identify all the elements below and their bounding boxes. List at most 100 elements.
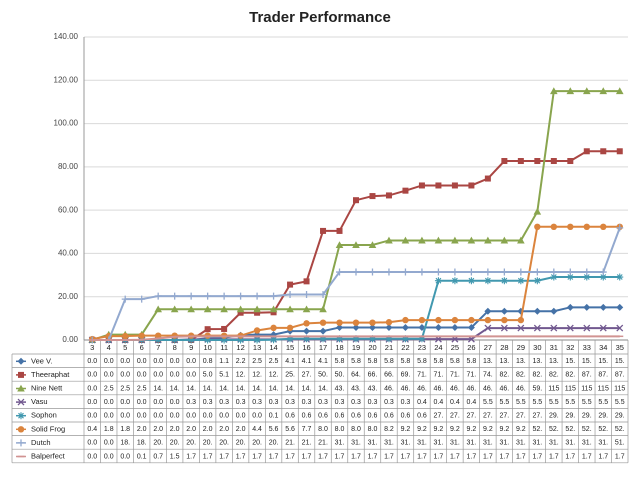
table-cell: 31. (532, 440, 542, 447)
x-tick-label: 19 (352, 343, 360, 352)
marker (319, 335, 327, 343)
table-cell: 46. (434, 385, 444, 392)
table-cell: 0.3 (219, 399, 229, 406)
series (88, 335, 624, 341)
table-cell: 0.0 (170, 413, 180, 420)
marker (401, 323, 409, 331)
marker (121, 295, 129, 303)
table-cell: 0.0 (87, 385, 97, 392)
table-cell: 1.7 (219, 453, 229, 460)
table-cell: 1.5 (170, 453, 180, 460)
table-cell: 31. (384, 440, 394, 447)
marker (270, 336, 278, 344)
table-cell: 13. (499, 358, 509, 365)
marker (599, 303, 607, 311)
marker (616, 148, 623, 155)
marker (582, 87, 591, 95)
table-cell: 0.6 (351, 413, 361, 420)
marker (303, 291, 311, 299)
table-cell: 4.4 (252, 426, 262, 433)
marker (451, 182, 458, 189)
marker (385, 192, 392, 199)
marker (517, 268, 525, 276)
table-cell: 0.0 (137, 399, 147, 406)
marker (484, 175, 491, 182)
table-cell: 1.7 (269, 453, 279, 460)
table-cell: 4.1 (318, 358, 328, 365)
table-cell: 20. (236, 440, 246, 447)
table-cell: 0.0 (186, 358, 196, 365)
table-cell: 0.3 (203, 399, 213, 406)
table-cell: 59. (532, 385, 542, 392)
table-cell: 87. (582, 372, 592, 379)
marker (517, 158, 524, 165)
marker (336, 268, 344, 276)
table-cell: 0.6 (368, 413, 378, 420)
table-cell: 115 (598, 385, 609, 392)
table-cell: 0.0 (104, 399, 114, 406)
table-cell: 2.0 (170, 426, 180, 433)
marker (17, 384, 25, 392)
x-tick-label: 28 (500, 343, 508, 352)
table-cell: 43. (368, 385, 378, 392)
marker (533, 277, 541, 285)
table-cell: 5.5 (516, 399, 526, 406)
marker (467, 268, 475, 276)
table-cell: 29. (549, 413, 559, 420)
table-cell: 31. (401, 440, 411, 447)
y-tick-label: 20.00 (58, 292, 79, 301)
table-cell: 1.7 (483, 453, 493, 460)
marker (434, 268, 442, 276)
x-tick-label: 29 (517, 343, 525, 352)
table-cell: 0.3 (269, 399, 279, 406)
marker (368, 335, 376, 343)
x-tick-label: 24 (434, 343, 442, 352)
marker (187, 336, 195, 344)
marker (467, 277, 475, 285)
table-cell: 0.0 (120, 372, 130, 379)
table-cell: 71. (450, 372, 460, 379)
marker (237, 309, 244, 316)
table-cell: 14. (252, 385, 262, 392)
table-cell: 46. (417, 385, 427, 392)
table-cell: 9.2 (417, 426, 427, 433)
marker (319, 291, 327, 299)
table-cell: 1.7 (516, 453, 526, 460)
table-cell: 31. (351, 440, 361, 447)
marker (451, 323, 459, 331)
table-cell: 15. (615, 358, 625, 365)
table-cell: 115 (614, 385, 625, 392)
table-cell: 31. (368, 440, 378, 447)
table-cell: 5.5 (615, 399, 625, 406)
table-cell: 0.0 (203, 413, 213, 420)
marker (484, 236, 492, 244)
x-tick-label: 23 (418, 343, 426, 352)
marker (600, 148, 607, 155)
table-cell: 50. (318, 372, 328, 379)
table-cell: 0.0 (170, 399, 180, 406)
marker (352, 268, 360, 276)
marker (270, 324, 277, 332)
table-cell: 9.2 (483, 426, 493, 433)
table-cell: 29. (615, 413, 625, 420)
table-cell: 18. (137, 440, 147, 447)
marker (254, 309, 261, 316)
marker (500, 307, 508, 315)
table-cell: 20. (269, 440, 279, 447)
table-cell: 31. (450, 440, 460, 447)
table-cell: 5.8 (351, 358, 361, 365)
table-cell: 52. (598, 426, 608, 433)
table-cell: 46. (499, 385, 509, 392)
table-cell: 1.7 (302, 453, 312, 460)
marker (533, 324, 541, 332)
marker (567, 158, 574, 165)
x-tick-label: 17 (319, 343, 327, 352)
table-cell: 8.2 (384, 426, 394, 433)
table-cell: 0.6 (285, 413, 295, 420)
table-cell: 2.0 (219, 426, 229, 433)
table-cell: 2.5 (104, 385, 114, 392)
marker (501, 316, 508, 324)
x-tick-label: 33 (583, 343, 591, 352)
x-tick-label: 18 (335, 343, 343, 352)
table-cell: 43. (335, 385, 345, 392)
